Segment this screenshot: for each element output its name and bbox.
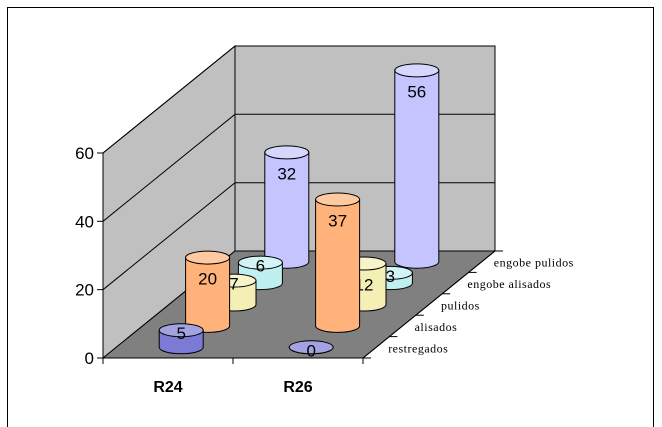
y-tick-label: 40 bbox=[75, 212, 94, 231]
bar-body bbox=[315, 198, 361, 333]
data-label: 37 bbox=[328, 211, 347, 230]
series-depth-labels: restregados alisados pulidos engobe alisado… bbox=[388, 256, 574, 356]
series-label: engobe alisados bbox=[467, 277, 551, 291]
category-labels: R24 R26 bbox=[153, 379, 312, 396]
data-label: 56 bbox=[407, 82, 426, 101]
bar-top bbox=[185, 250, 231, 265]
data-label: 6 bbox=[256, 257, 265, 276]
bar-top bbox=[394, 63, 440, 78]
bar-top bbox=[264, 145, 310, 160]
series-label: restregados bbox=[388, 341, 448, 355]
y-tick-label: 0 bbox=[85, 349, 94, 368]
bar: 37 bbox=[315, 192, 361, 333]
data-label: 0 bbox=[306, 341, 315, 360]
data-label: 20 bbox=[198, 270, 217, 289]
category-label: R26 bbox=[283, 379, 312, 396]
bar-body bbox=[394, 69, 440, 269]
y-tick-label: 60 bbox=[75, 144, 94, 163]
y-tick-labels: 0 20 40 60 bbox=[75, 144, 94, 368]
axes bbox=[97, 152, 503, 364]
series-label: engobe pulidos bbox=[494, 256, 574, 270]
depth-axis-line bbox=[362, 250, 496, 359]
y-tick-label: 20 bbox=[75, 281, 94, 300]
bar: 20 bbox=[185, 250, 231, 333]
data-label: 7 bbox=[229, 275, 238, 294]
series-label: pulidos bbox=[441, 299, 480, 313]
bar: 0 bbox=[288, 340, 334, 360]
bar-top bbox=[288, 340, 334, 355]
bar-top bbox=[237, 255, 283, 270]
category-label: R24 bbox=[153, 379, 182, 396]
data-label: 3 bbox=[386, 267, 395, 286]
bar-top bbox=[315, 192, 361, 207]
bar: 5 bbox=[158, 323, 204, 355]
gridline-60 bbox=[102, 45, 495, 154]
bar-top bbox=[158, 323, 204, 338]
series-label: alisados bbox=[415, 320, 458, 334]
data-label: 32 bbox=[277, 164, 296, 183]
bar: 56 bbox=[394, 63, 440, 269]
data-label: 5 bbox=[176, 324, 185, 343]
bar: 32 bbox=[264, 145, 310, 269]
